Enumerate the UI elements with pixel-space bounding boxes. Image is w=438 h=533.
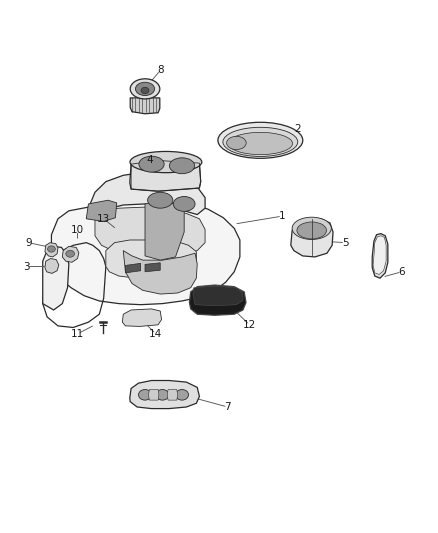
Ellipse shape bbox=[218, 122, 303, 158]
Ellipse shape bbox=[176, 390, 188, 400]
Polygon shape bbox=[130, 160, 201, 191]
Ellipse shape bbox=[297, 222, 326, 239]
Polygon shape bbox=[86, 200, 117, 221]
Polygon shape bbox=[167, 390, 178, 400]
Ellipse shape bbox=[228, 132, 293, 155]
Polygon shape bbox=[372, 233, 388, 278]
Text: 4: 4 bbox=[146, 156, 153, 165]
Polygon shape bbox=[45, 243, 58, 257]
Polygon shape bbox=[95, 207, 205, 257]
Text: 3: 3 bbox=[23, 262, 30, 271]
Ellipse shape bbox=[47, 246, 55, 252]
Ellipse shape bbox=[170, 158, 194, 174]
Ellipse shape bbox=[130, 151, 202, 173]
Ellipse shape bbox=[173, 197, 195, 212]
Ellipse shape bbox=[138, 390, 152, 400]
Polygon shape bbox=[148, 390, 159, 400]
Polygon shape bbox=[130, 381, 199, 409]
Text: 2: 2 bbox=[294, 124, 300, 134]
Polygon shape bbox=[123, 251, 197, 294]
Ellipse shape bbox=[66, 251, 74, 257]
Text: 12: 12 bbox=[243, 320, 256, 330]
Polygon shape bbox=[43, 246, 69, 310]
Text: 13: 13 bbox=[97, 214, 110, 224]
Polygon shape bbox=[122, 309, 162, 326]
Polygon shape bbox=[130, 98, 160, 114]
Text: 9: 9 bbox=[25, 238, 32, 248]
Text: 1: 1 bbox=[279, 211, 286, 221]
Ellipse shape bbox=[139, 156, 164, 172]
Ellipse shape bbox=[148, 192, 173, 208]
Text: 6: 6 bbox=[399, 267, 405, 277]
Polygon shape bbox=[45, 259, 59, 273]
Polygon shape bbox=[106, 240, 196, 278]
Ellipse shape bbox=[292, 217, 331, 239]
Text: 14: 14 bbox=[149, 329, 162, 339]
Text: 8: 8 bbox=[157, 66, 163, 75]
Ellipse shape bbox=[226, 136, 246, 150]
Ellipse shape bbox=[141, 87, 149, 94]
Polygon shape bbox=[145, 202, 184, 260]
Polygon shape bbox=[125, 263, 141, 273]
Ellipse shape bbox=[156, 390, 169, 400]
Ellipse shape bbox=[135, 82, 155, 95]
Polygon shape bbox=[189, 285, 246, 316]
Text: 10: 10 bbox=[71, 225, 84, 236]
Text: 11: 11 bbox=[71, 329, 84, 339]
Polygon shape bbox=[145, 263, 160, 272]
Polygon shape bbox=[88, 172, 205, 215]
Polygon shape bbox=[193, 286, 243, 306]
Polygon shape bbox=[291, 219, 333, 257]
Text: 5: 5 bbox=[342, 238, 349, 248]
Polygon shape bbox=[62, 246, 79, 262]
Polygon shape bbox=[51, 199, 240, 305]
Ellipse shape bbox=[223, 127, 298, 157]
Ellipse shape bbox=[130, 79, 160, 99]
Polygon shape bbox=[373, 236, 386, 274]
Text: 7: 7 bbox=[224, 402, 231, 412]
